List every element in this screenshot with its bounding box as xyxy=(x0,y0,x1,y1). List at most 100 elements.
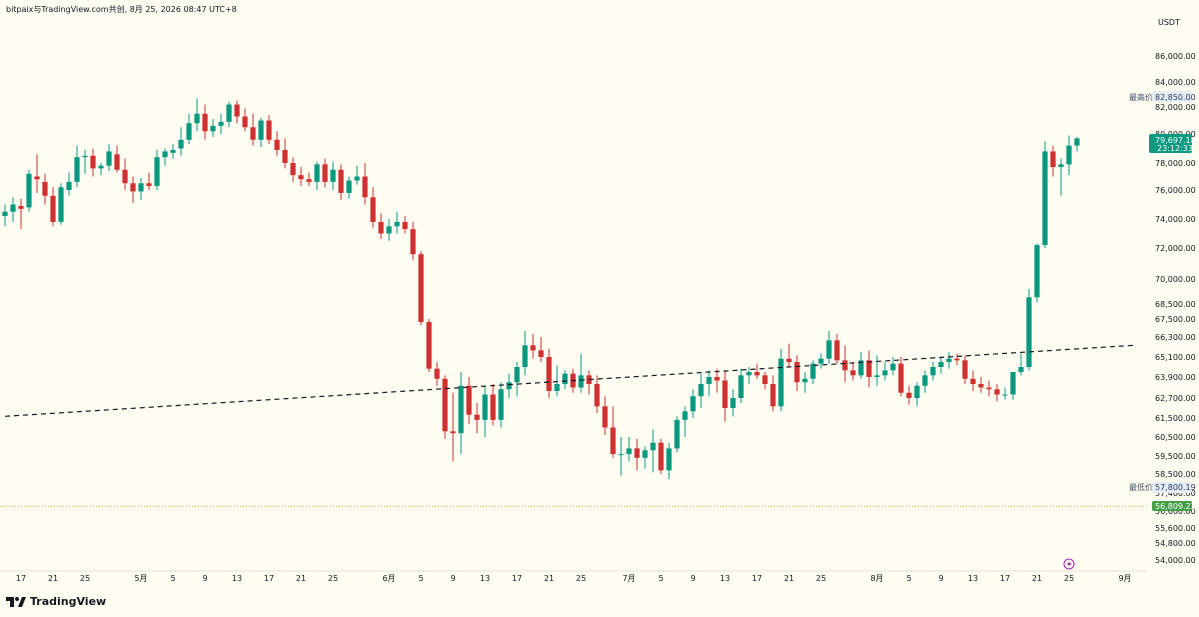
high-price-tag: 最高价 82,850.00 xyxy=(1129,91,1196,102)
candle-body xyxy=(202,113,208,132)
candle-down xyxy=(114,145,120,173)
candle-up xyxy=(522,331,528,376)
candle-up xyxy=(218,113,224,134)
candle-body xyxy=(834,340,840,361)
candle-down xyxy=(234,100,240,124)
candle-body xyxy=(138,183,144,192)
time-tick-label: 21 xyxy=(784,574,794,583)
candle-body xyxy=(2,211,8,217)
candle-down xyxy=(338,164,344,201)
candle-body xyxy=(962,360,968,379)
price-tick-label: 56,600.00 xyxy=(1155,507,1196,516)
time-tick-label: 8月 xyxy=(870,574,883,583)
candle-body xyxy=(1074,138,1080,146)
candle-body xyxy=(1058,164,1064,168)
candle-body xyxy=(154,157,160,186)
candle-down xyxy=(794,355,800,391)
candle-up xyxy=(514,362,520,397)
candle-down xyxy=(474,403,480,434)
candle-body xyxy=(90,155,96,169)
tradingview-logo-text: TradingView xyxy=(30,595,107,608)
candle-up xyxy=(946,352,952,369)
candle-body xyxy=(82,155,88,158)
candle-down xyxy=(602,396,608,436)
time-tick-label: 17 xyxy=(752,574,762,583)
candle-body xyxy=(338,169,344,193)
candle-body xyxy=(162,151,168,158)
candle-up xyxy=(730,389,736,417)
candle-body xyxy=(290,163,296,176)
candle-down xyxy=(986,380,992,397)
time-tick-label: 6月 xyxy=(382,574,395,583)
candle-up xyxy=(1042,141,1048,248)
candle-body xyxy=(738,375,744,398)
candle-body xyxy=(914,385,920,398)
candle-down xyxy=(242,108,248,132)
candle-down xyxy=(538,337,544,362)
high-tag-label: 最高价 xyxy=(1129,92,1153,102)
trendline[interactable] xyxy=(4,344,1134,417)
candle-body xyxy=(938,362,944,367)
candle-down xyxy=(834,334,840,364)
candle-body xyxy=(18,205,24,209)
candle-down xyxy=(450,392,456,462)
candle-body xyxy=(1026,297,1032,367)
candle-down xyxy=(122,158,128,190)
price-tick-label: 54,000.00 xyxy=(1155,556,1196,565)
candle-body xyxy=(490,394,496,420)
price-tick-label: 72,000.00 xyxy=(1155,244,1196,253)
candle-up xyxy=(682,406,688,437)
candle-up xyxy=(778,348,784,412)
candle-up xyxy=(1010,372,1016,400)
candle-down xyxy=(610,406,616,458)
candle-body xyxy=(730,398,736,408)
tradingview-logo[interactable]: TradingView xyxy=(6,595,106,608)
candle-up xyxy=(650,429,656,473)
candle-body xyxy=(506,382,512,390)
candle-down xyxy=(1050,145,1056,177)
candle-body xyxy=(826,340,832,359)
candle-up xyxy=(394,211,400,234)
candle-down xyxy=(266,115,272,145)
candle-up xyxy=(1034,243,1040,303)
candle-up xyxy=(138,177,144,201)
low-price-tag: 最低价 57,800.19 xyxy=(1129,482,1196,493)
candle-body xyxy=(882,370,888,376)
candle-body xyxy=(554,384,560,391)
candle-body xyxy=(1018,367,1024,372)
candle-up xyxy=(1074,136,1080,152)
candle-down xyxy=(402,216,408,234)
candle-down xyxy=(370,187,376,228)
candle-body xyxy=(762,375,768,384)
time-tick-label: 9月 xyxy=(1118,574,1131,583)
candle-down xyxy=(898,357,904,397)
candle-body xyxy=(442,378,448,432)
candle-body xyxy=(754,372,760,376)
candle-down xyxy=(306,172,312,186)
candle-body xyxy=(482,394,488,420)
price-tick-label: 86,000.00 xyxy=(1155,52,1196,61)
candle-body xyxy=(354,176,360,181)
time-tick-label: 25 xyxy=(80,574,90,583)
candle-up xyxy=(258,117,264,148)
candle-up xyxy=(498,382,504,428)
candle-down xyxy=(418,251,424,325)
price-tick-label: 62,700.00 xyxy=(1155,394,1196,403)
candle-body xyxy=(706,377,712,384)
price-tick-label: 61,500.00 xyxy=(1155,414,1196,423)
candle-body xyxy=(418,254,424,322)
candle-down xyxy=(274,131,280,156)
candle-body xyxy=(466,385,472,415)
candle-up xyxy=(818,353,824,369)
candle-body xyxy=(394,221,400,227)
price-tick-label: 78,000.00 xyxy=(1155,159,1196,168)
candle-body xyxy=(1034,245,1040,298)
candle-body xyxy=(946,358,952,362)
price-tick-label: 55,600.00 xyxy=(1155,524,1196,533)
lightning-icon[interactable] xyxy=(1063,558,1075,570)
time-tick-label: 5 xyxy=(658,574,663,583)
candle-body xyxy=(114,154,120,170)
candle-down xyxy=(18,198,24,230)
low-tag-label: 最低价 xyxy=(1129,482,1153,492)
